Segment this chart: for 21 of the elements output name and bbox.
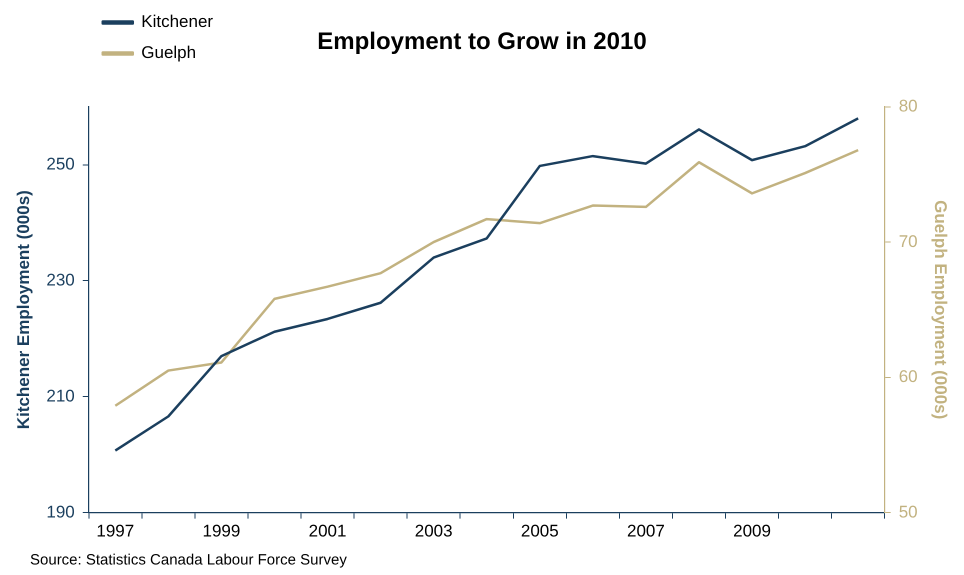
y2-axis-title: Guelph Employment (000s) [931, 200, 950, 420]
y2-tick-label: 60 [898, 367, 918, 386]
y2-tick-label: 70 [898, 232, 918, 251]
x-tick-label: 1997 [96, 521, 134, 540]
y2-tick-label: 80 [898, 96, 918, 116]
y-tick-label: 250 [46, 154, 75, 174]
y-tick-label: 230 [46, 270, 75, 290]
source-note: Source: Statistics Canada Labour Force Survey [30, 552, 348, 569]
y-axis-title: Kitchener Employment (000s) [14, 190, 33, 430]
x-tick-label: 1999 [202, 521, 240, 540]
y-tick-label: 190 [46, 502, 75, 522]
chart-title: Employment to Grow in 2010 [317, 28, 647, 56]
x-tick-label: 2005 [520, 521, 559, 540]
x-tick-label: 2007 [627, 521, 665, 540]
legend-label: Guelph [141, 43, 196, 62]
x-tick-label: 2001 [308, 521, 346, 540]
y2-tick-label: 50 [898, 502, 918, 522]
y-tick-label: 210 [46, 386, 75, 406]
x-tick-label: 2003 [414, 521, 453, 540]
x-tick-label: 2009 [733, 521, 771, 540]
legend-label: Kitchener [141, 12, 214, 32]
